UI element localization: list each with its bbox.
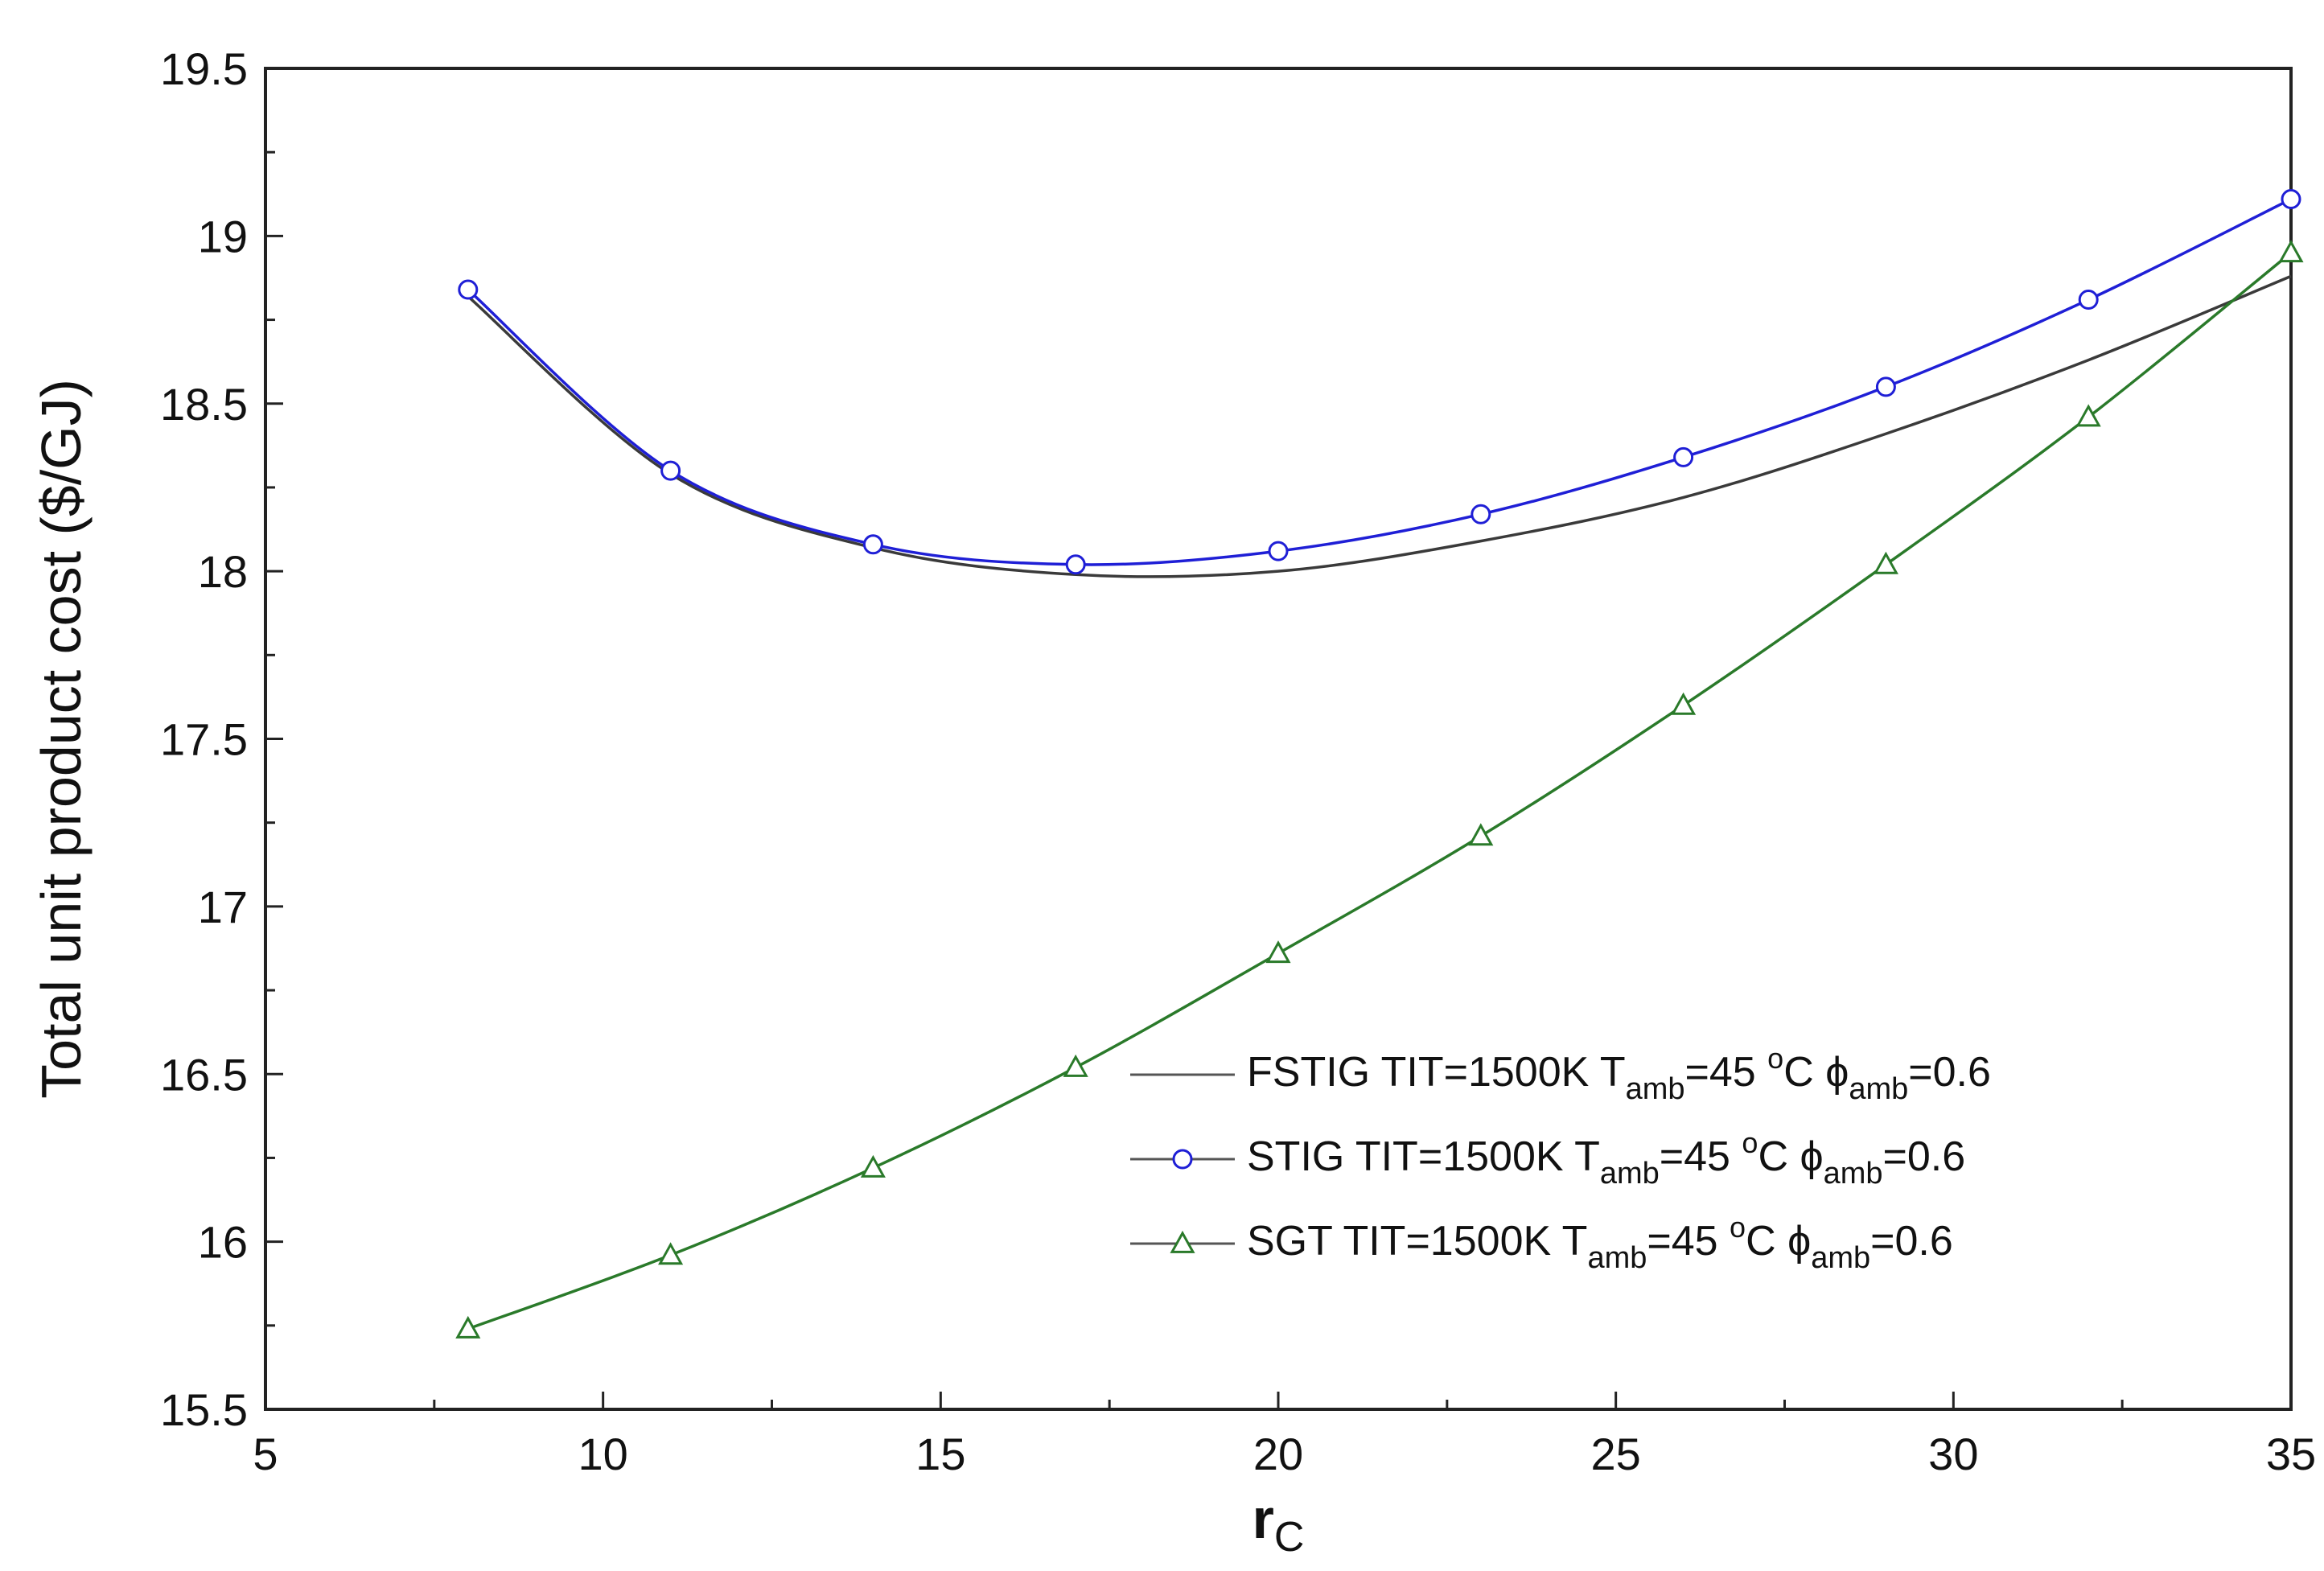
x-axis-label: rC: [1252, 1487, 1305, 1561]
data-point: [1470, 504, 1491, 524]
x-tick-label: 30: [1928, 1429, 1978, 1479]
x-tick-label: 35: [2266, 1429, 2316, 1479]
data-point: [455, 1315, 481, 1339]
data-point: [2075, 404, 2101, 427]
data-point: [1873, 551, 1898, 574]
data-point: [1065, 554, 1086, 575]
x-tick-label: 10: [578, 1429, 628, 1479]
legend-marker: [1170, 1230, 1195, 1253]
y-tick-label: 17.5: [160, 714, 248, 765]
data-point: [862, 534, 883, 555]
x-axis-label-sub: C: [1274, 1514, 1305, 1561]
legend-marker: [1172, 1149, 1193, 1170]
data-point: [1875, 376, 1896, 397]
y-tick-label: 19.5: [160, 43, 248, 94]
y-tick-label: 16.5: [160, 1049, 248, 1100]
y-tick-label: 15.5: [160, 1384, 248, 1435]
y-tick-label: 16: [198, 1217, 248, 1268]
legend-entry: SGT TIT=1500K Tamb=45 oC ϕamb=0.6: [1130, 1211, 1953, 1275]
data-point: [458, 279, 479, 300]
series-line: [467, 274, 2292, 578]
y-tick-label: 18: [198, 546, 248, 597]
data-point: [1063, 1054, 1088, 1077]
y-tick-label: 17: [198, 882, 248, 932]
x-tick-label: 25: [1591, 1429, 1641, 1479]
data-point: [2281, 189, 2301, 210]
data-point: [2278, 240, 2304, 263]
series-1: [458, 189, 2301, 575]
series-line: [467, 197, 2292, 566]
legend-label: FSTIG TIT=1500K Tamb=45 oC ϕamb=0.6: [1247, 1042, 1991, 1106]
legend-entry: STIG TIT=1500K Tamb=45 oC ϕamb=0.6: [1130, 1126, 1965, 1191]
y-tick-label: 19: [198, 211, 248, 261]
series-line: [467, 251, 2293, 1330]
data-point: [1468, 823, 1494, 846]
y-axis-label: Total unit product cost ($/GJ): [30, 379, 93, 1099]
y-tick-label: 18.5: [160, 379, 248, 430]
data-point: [658, 1242, 684, 1265]
data-point: [1268, 541, 1289, 561]
data-point: [860, 1154, 886, 1178]
x-tick-label: 5: [253, 1429, 278, 1479]
legend-label: SGT TIT=1500K Tamb=45 oC ϕamb=0.6: [1247, 1211, 1953, 1275]
series-0: [467, 274, 2292, 578]
legend-label: STIG TIT=1500K Tamb=45 oC ϕamb=0.6: [1247, 1126, 1965, 1191]
x-axis-label-main: r: [1252, 1487, 1274, 1550]
plot-frame: [264, 67, 2293, 1411]
data-point: [1265, 940, 1291, 964]
axis-ticks: 5 10 15 20 25 30 35 15.5 16 16.5 17 17.5 18 18.5 19 19.…: [160, 43, 2316, 1479]
data-point: [1673, 446, 1694, 467]
x-tick-label: 15: [915, 1429, 965, 1479]
data-point: [660, 460, 681, 481]
legend-entry: FSTIG TIT=1500K Tamb=45 oC ϕamb=0.6: [1130, 1042, 1991, 1106]
x-tick-label: 20: [1253, 1429, 1303, 1479]
legend: FSTIG TIT=1500K Tamb=45 oC ϕamb=0.6 STIG …: [1130, 1042, 1991, 1275]
data-point: [1671, 692, 1697, 715]
series-2: [455, 240, 2304, 1339]
series-layer: [455, 189, 2304, 1339]
data-point: [2078, 290, 2099, 310]
